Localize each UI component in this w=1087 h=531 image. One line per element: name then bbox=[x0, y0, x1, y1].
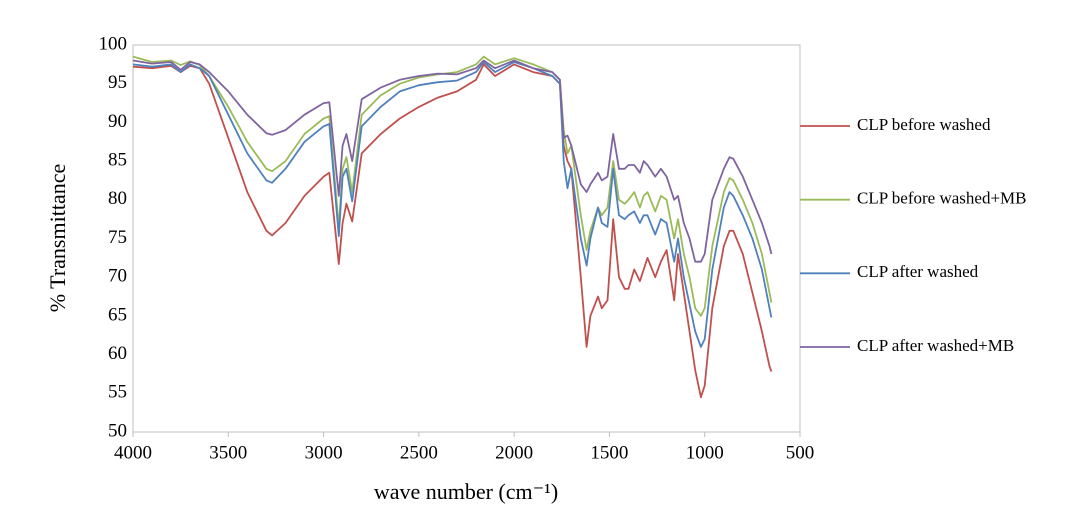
series-line bbox=[132, 61, 773, 348]
x-tick-label: 1000 bbox=[686, 442, 724, 463]
y-tick-label: 85 bbox=[108, 149, 127, 170]
y-tick-label: 100 bbox=[99, 33, 128, 54]
x-tick-label: 2500 bbox=[400, 442, 438, 463]
y-tick-label: 75 bbox=[108, 227, 127, 248]
y-tick-label: 90 bbox=[108, 111, 127, 132]
x-tick-label: 3000 bbox=[305, 442, 343, 463]
x-axis-label: wave number (cm⁻¹) bbox=[374, 479, 558, 504]
y-tick-label: 80 bbox=[108, 188, 127, 209]
y-tick-label: 50 bbox=[108, 420, 127, 441]
legend-label: CLP before washed bbox=[857, 115, 991, 134]
legend-label: CLP before washed+MB bbox=[857, 189, 1027, 208]
y-tick-label: 60 bbox=[108, 343, 127, 364]
x-tick-label: 500 bbox=[786, 442, 815, 463]
y-tick-label: 95 bbox=[108, 72, 127, 93]
legend-label: CLP after washed+MB bbox=[857, 336, 1014, 355]
x-tick-label: 2000 bbox=[495, 442, 533, 463]
x-tick-label: 4000 bbox=[114, 442, 152, 463]
y-tick-label: 70 bbox=[108, 266, 127, 287]
x-tick-label: 3500 bbox=[209, 442, 247, 463]
y-tick-label: 65 bbox=[108, 304, 127, 325]
y-tick-label: 55 bbox=[108, 382, 127, 403]
series-line bbox=[132, 63, 773, 399]
legend-label: CLP after washed bbox=[857, 262, 979, 281]
x-tick-label: 1500 bbox=[590, 442, 628, 463]
series-line bbox=[132, 55, 773, 317]
series-line bbox=[132, 59, 773, 263]
plot-area bbox=[132, 44, 801, 433]
y-axis-label: % Transmittance bbox=[45, 164, 70, 313]
